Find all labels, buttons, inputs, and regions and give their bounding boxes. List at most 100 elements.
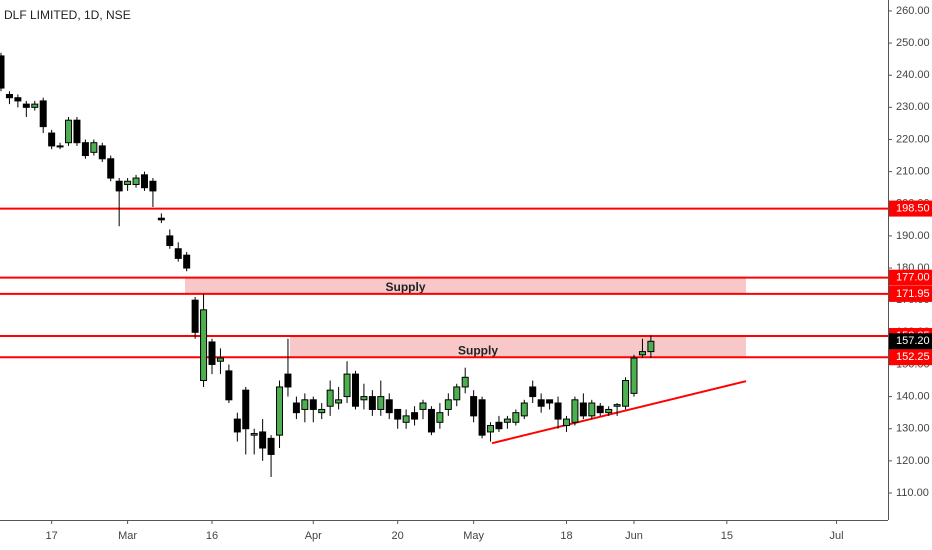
candle-body: [267, 437, 275, 455]
x-tick-label: May: [463, 530, 484, 542]
candle-body: [562, 418, 570, 427]
candle-body: [512, 412, 520, 423]
candle-body: [394, 408, 402, 420]
candle-body: [124, 180, 132, 185]
x-tick-label: 18: [560, 530, 572, 542]
candle-body: [22, 103, 30, 108]
level-tag: [889, 269, 932, 286]
candle-body: [90, 142, 98, 153]
x-tick-label: 20: [392, 530, 404, 542]
candle-body: [335, 399, 343, 404]
candle-body: [613, 404, 621, 407]
last-price-tag: [889, 333, 932, 350]
candle-body: [622, 380, 630, 407]
candle-body: [309, 399, 317, 410]
candle-body: [520, 402, 528, 417]
candle-body: [436, 412, 444, 423]
y-tick-label: 260.00: [896, 5, 930, 17]
candle-body: [31, 103, 39, 108]
last-price-label: 157.20: [896, 335, 930, 347]
y-tick-label: 130.00: [896, 423, 930, 435]
candle-body: [276, 386, 284, 436]
x-tick-label: Jul: [830, 530, 844, 542]
y-tick-label: 230.00: [896, 101, 930, 113]
candle-body: [140, 174, 148, 189]
y-tick-label: 120.00: [896, 455, 930, 467]
trendline: [491, 380, 747, 445]
supply-zone: [290, 336, 746, 358]
zone-label: Supply: [458, 343, 498, 357]
y-tick-label: 140.00: [896, 390, 930, 402]
candle-body: [385, 399, 393, 414]
candle-body: [453, 386, 461, 401]
candle-body: [132, 177, 140, 185]
candle-body: [14, 97, 22, 102]
candle-body: [503, 418, 511, 423]
candle-body: [225, 370, 233, 401]
candle-body: [529, 386, 537, 398]
candle-body: [478, 399, 486, 436]
candle-body: [65, 119, 73, 144]
level-tag-label: 152.25: [896, 351, 930, 363]
candle-body: [284, 373, 292, 388]
candle-body: [259, 431, 267, 449]
x-tick-label: Mar: [118, 530, 137, 542]
candle-body: [537, 399, 545, 407]
candle-body: [81, 142, 89, 157]
candle-body: [191, 299, 199, 333]
candle-body: [638, 351, 646, 356]
candle-body: [200, 309, 208, 382]
candle-body: [318, 408, 326, 414]
level-tag: [889, 349, 932, 366]
x-tick-label: 15: [721, 530, 733, 542]
candle-body: [157, 217, 165, 221]
candle-body: [554, 402, 562, 420]
y-tick-label: 250.00: [896, 37, 930, 49]
candle-body: [48, 132, 56, 147]
candle-body: [605, 408, 613, 414]
candle-body: [427, 408, 435, 433]
candle-body: [183, 254, 191, 269]
candle-body: [233, 418, 241, 433]
candle-body: [402, 415, 410, 423]
y-tick-label: 240.00: [896, 69, 930, 81]
candle-body: [495, 421, 503, 430]
y-tick-label: 210.00: [896, 166, 930, 178]
candle-body: [444, 399, 452, 410]
candle-body: [630, 357, 638, 394]
candle-body: [571, 399, 579, 423]
candle-body: [647, 340, 655, 353]
candle-body: [216, 357, 224, 362]
level-tag: [889, 200, 932, 217]
candle-body: [360, 396, 368, 401]
supply-zone: [185, 277, 746, 294]
candle-body: [351, 373, 359, 407]
level-tag-label: 177.00: [896, 272, 930, 284]
chart-title: DLF LIMITED, 1D, NSE: [4, 8, 131, 22]
y-tick-label: 220.00: [896, 133, 930, 145]
candle-body: [115, 180, 123, 192]
candle-body: [73, 119, 81, 144]
candle-body: [166, 235, 174, 247]
candle-body: [292, 402, 300, 414]
x-tick-label: Jun: [625, 530, 643, 542]
candle-body: [98, 145, 106, 160]
level-tag: [889, 285, 932, 302]
candle-body: [107, 158, 115, 179]
zone-label: Supply: [385, 280, 425, 294]
candle-body: [546, 399, 554, 404]
candle-body: [588, 402, 596, 417]
candle-body: [377, 396, 385, 410]
candle-body: [250, 433, 258, 436]
x-tick-label: 16: [206, 530, 218, 542]
candle-body: [368, 396, 376, 410]
candle-body: [301, 399, 309, 410]
candle-body: [208, 341, 216, 365]
candle-body: [579, 402, 587, 417]
candle-body: [326, 389, 334, 407]
candle-body: [5, 93, 13, 99]
x-tick-label: 17: [46, 530, 58, 542]
y-tick-label: 190.00: [896, 230, 930, 242]
